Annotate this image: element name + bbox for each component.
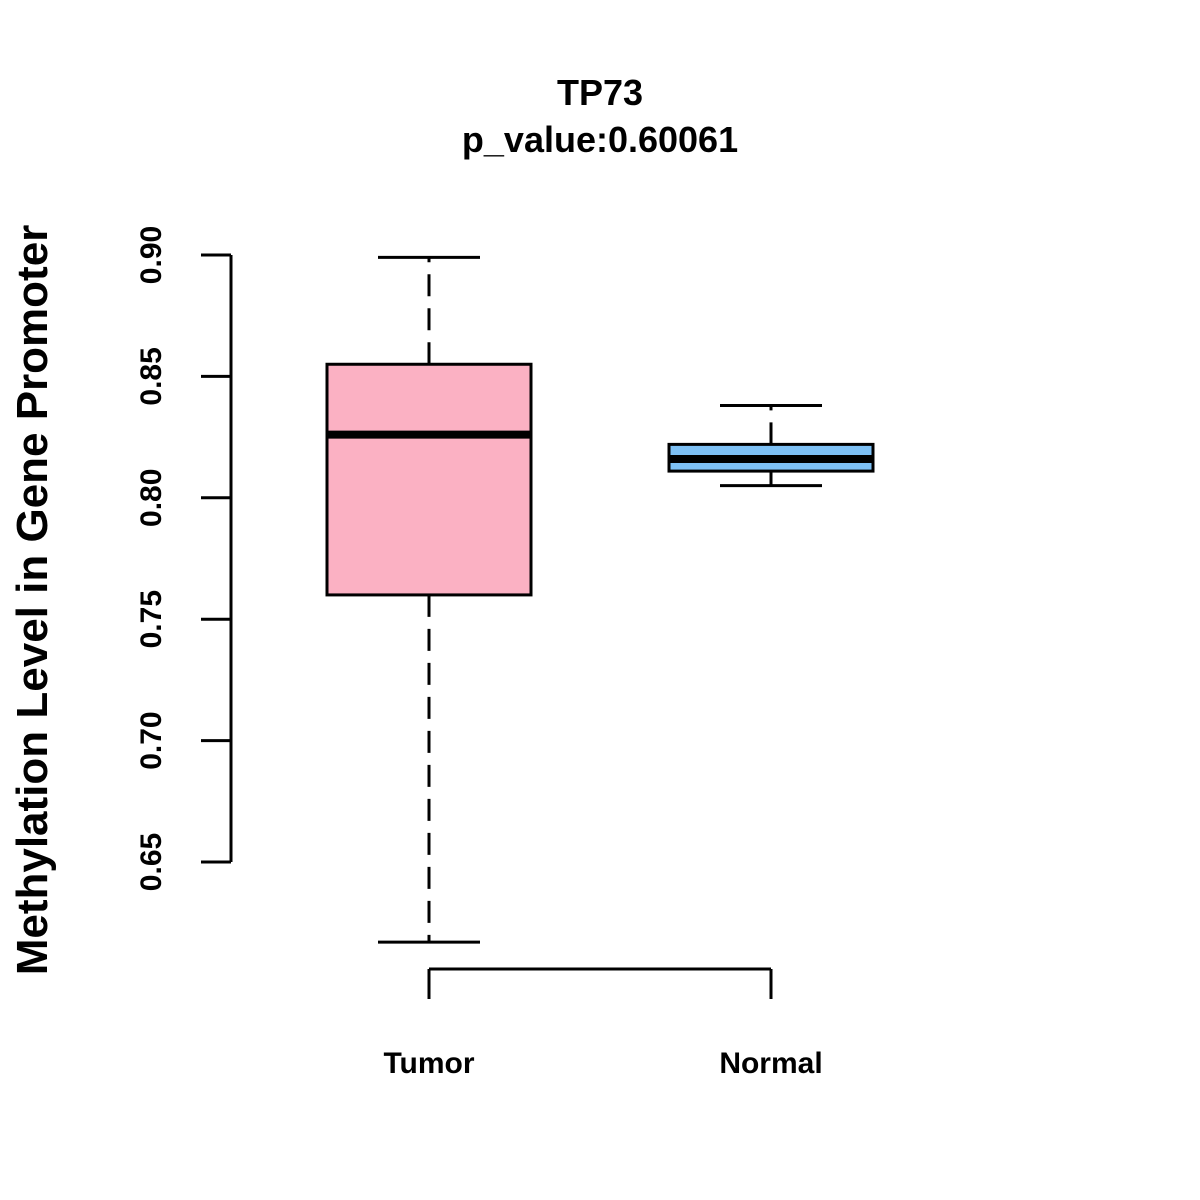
boxes	[325, 255, 875, 944]
y-axis-label: Methylation Level in Gene Promoter	[8, 225, 57, 976]
box-tumor	[325, 255, 533, 944]
x-tick-label-normal: Normal	[719, 1047, 822, 1080]
y-tick-label-1: 0.70	[135, 711, 168, 769]
x-axis: Tumor Normal	[383, 967, 823, 1080]
y-tick-label-3: 0.80	[135, 469, 168, 527]
y-tick-label-2: 0.75	[135, 590, 168, 648]
iqr-box-tumor	[325, 362, 533, 597]
y-tick-label-4: 0.85	[135, 347, 168, 405]
chart-title: TP73	[557, 72, 643, 113]
y-axis: 0.65 0.70 0.75 0.80 0.85 0.90	[135, 226, 233, 891]
y-tick-label-5: 0.90	[135, 226, 168, 284]
box-normal	[667, 404, 875, 488]
x-tick-label-tumor: Tumor	[383, 1047, 474, 1080]
chart-subtitle: p_value:0.60061	[462, 119, 738, 160]
y-tick-label-0: 0.65	[135, 833, 168, 891]
